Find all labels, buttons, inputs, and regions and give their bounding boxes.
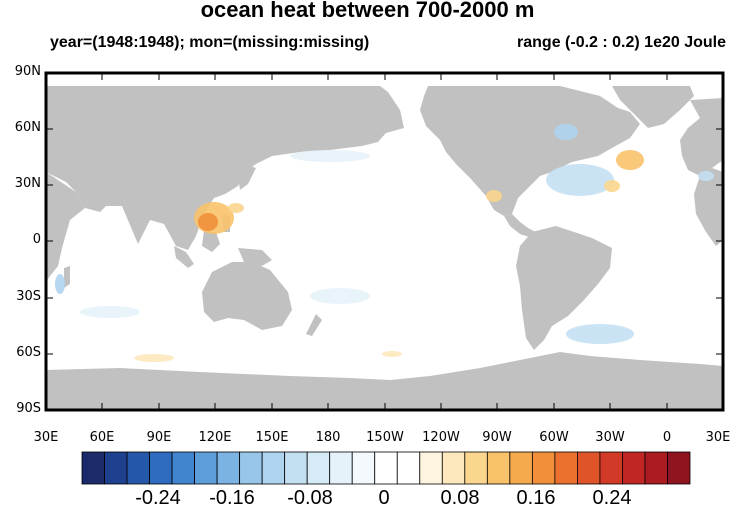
lon-label-30w: 30W [595, 430, 625, 445]
lat-label-90n: 90N [14, 64, 41, 79]
lat-ticks [46, 72, 723, 411]
colorbar-box [622, 451, 646, 485]
lon-label-150e: 150E [255, 430, 289, 445]
lat-label-60s: 60S [16, 345, 41, 360]
colorbar-box [374, 451, 398, 485]
colorbar-box [306, 451, 331, 485]
lon-label-180: 180 [315, 430, 341, 445]
land-africa-west [694, 168, 723, 246]
lon-label-60w: 60W [539, 430, 569, 445]
colorbar-box [509, 451, 533, 485]
land-eurasia [46, 86, 404, 250]
lon-ticks [45, 73, 724, 410]
time-range-subtitle: year=(1948:1948); mon=(missing:missing) [50, 34, 370, 51]
colorbar-box [599, 451, 623, 485]
land-borneo [202, 230, 220, 252]
colorbar-box [194, 451, 218, 485]
cool-anomaly-indian [55, 274, 65, 294]
land-south-america [516, 226, 612, 350]
land-masses [46, 86, 723, 410]
warm-anomaly-north-atlantic [616, 150, 644, 170]
lat-label-0: 0 [32, 232, 41, 247]
colorbar-label-neg024: -0.24 [135, 487, 181, 509]
colorbar-box [486, 451, 511, 485]
lon-label-30e: 30E [33, 430, 59, 445]
lon-label-120w: 120W [422, 430, 460, 445]
warm-anomaly-gulf [486, 190, 502, 202]
cool-anomaly-south-atlantic [566, 324, 634, 344]
colorbar-box [171, 451, 195, 485]
colorbar-box [126, 451, 150, 485]
land-new-zealand [306, 314, 322, 336]
colorbar-box [351, 451, 376, 485]
map-title: ocean heat between 700-2000 m [200, 0, 535, 22]
colorbar-label-0: 0 [378, 487, 390, 509]
colorbar-box [554, 451, 578, 485]
land-africa [46, 172, 85, 282]
colorbar [81, 451, 691, 485]
lon-label-150w: 150W [366, 430, 404, 445]
land-antarctica [46, 352, 723, 410]
colorbar-label-008: 0.08 [440, 487, 480, 509]
colorbar-box [464, 451, 488, 485]
land-new-guinea [238, 248, 272, 266]
lat-label-30s: 30S [16, 289, 41, 304]
colorbar-box [81, 451, 105, 485]
lat-label-60n: 60N [14, 120, 41, 135]
cool-anomaly-north-atlantic [546, 164, 614, 196]
lat-label-30n: 30N [14, 176, 41, 191]
warm-anomaly-southern [134, 354, 174, 362]
lon-label-30e-right: 30E [705, 430, 731, 445]
lon-label-90w: 90W [482, 430, 512, 445]
colorbar-label-016: 0.16 [516, 487, 556, 509]
lat-label-90s: 90S [16, 401, 41, 416]
colorbar-label-neg008: -0.08 [287, 487, 333, 509]
land-sumatra [174, 246, 194, 268]
lon-label-60e: 60E [89, 430, 115, 445]
land-greenland [612, 86, 694, 128]
anomaly-patches [55, 124, 714, 362]
colorbar-label-neg016: -0.16 [209, 487, 255, 509]
land-madagascar [64, 266, 70, 288]
lon-label-90e: 90E [146, 430, 172, 445]
land-australia [202, 262, 292, 330]
colorbar-box [261, 451, 286, 485]
colorbar-box [441, 451, 466, 485]
colorbar-box [396, 451, 421, 485]
colorbar-box [284, 451, 308, 485]
colorbar-box [644, 451, 668, 485]
colorbar-box [577, 451, 601, 485]
colorbar-box [239, 451, 263, 485]
colorbar-box [216, 451, 241, 485]
lon-label-0: 0 [662, 430, 672, 445]
land-japan [238, 166, 256, 190]
colorbar-box [667, 451, 691, 485]
colorbar-label-024: 0.24 [592, 487, 632, 509]
land-central-america [504, 214, 536, 238]
colorbar-box [104, 451, 128, 485]
colorbar-box [329, 451, 353, 485]
colorbar-box [531, 451, 556, 485]
value-range-subtitle: range (-0.2 : 0.2) 1e20 Joule [517, 34, 726, 51]
land-north-america [420, 86, 640, 216]
colorbar-box [419, 451, 443, 485]
land-europe [680, 98, 723, 176]
lon-label-120e: 120E [198, 430, 232, 445]
colorbar-box [149, 451, 173, 485]
